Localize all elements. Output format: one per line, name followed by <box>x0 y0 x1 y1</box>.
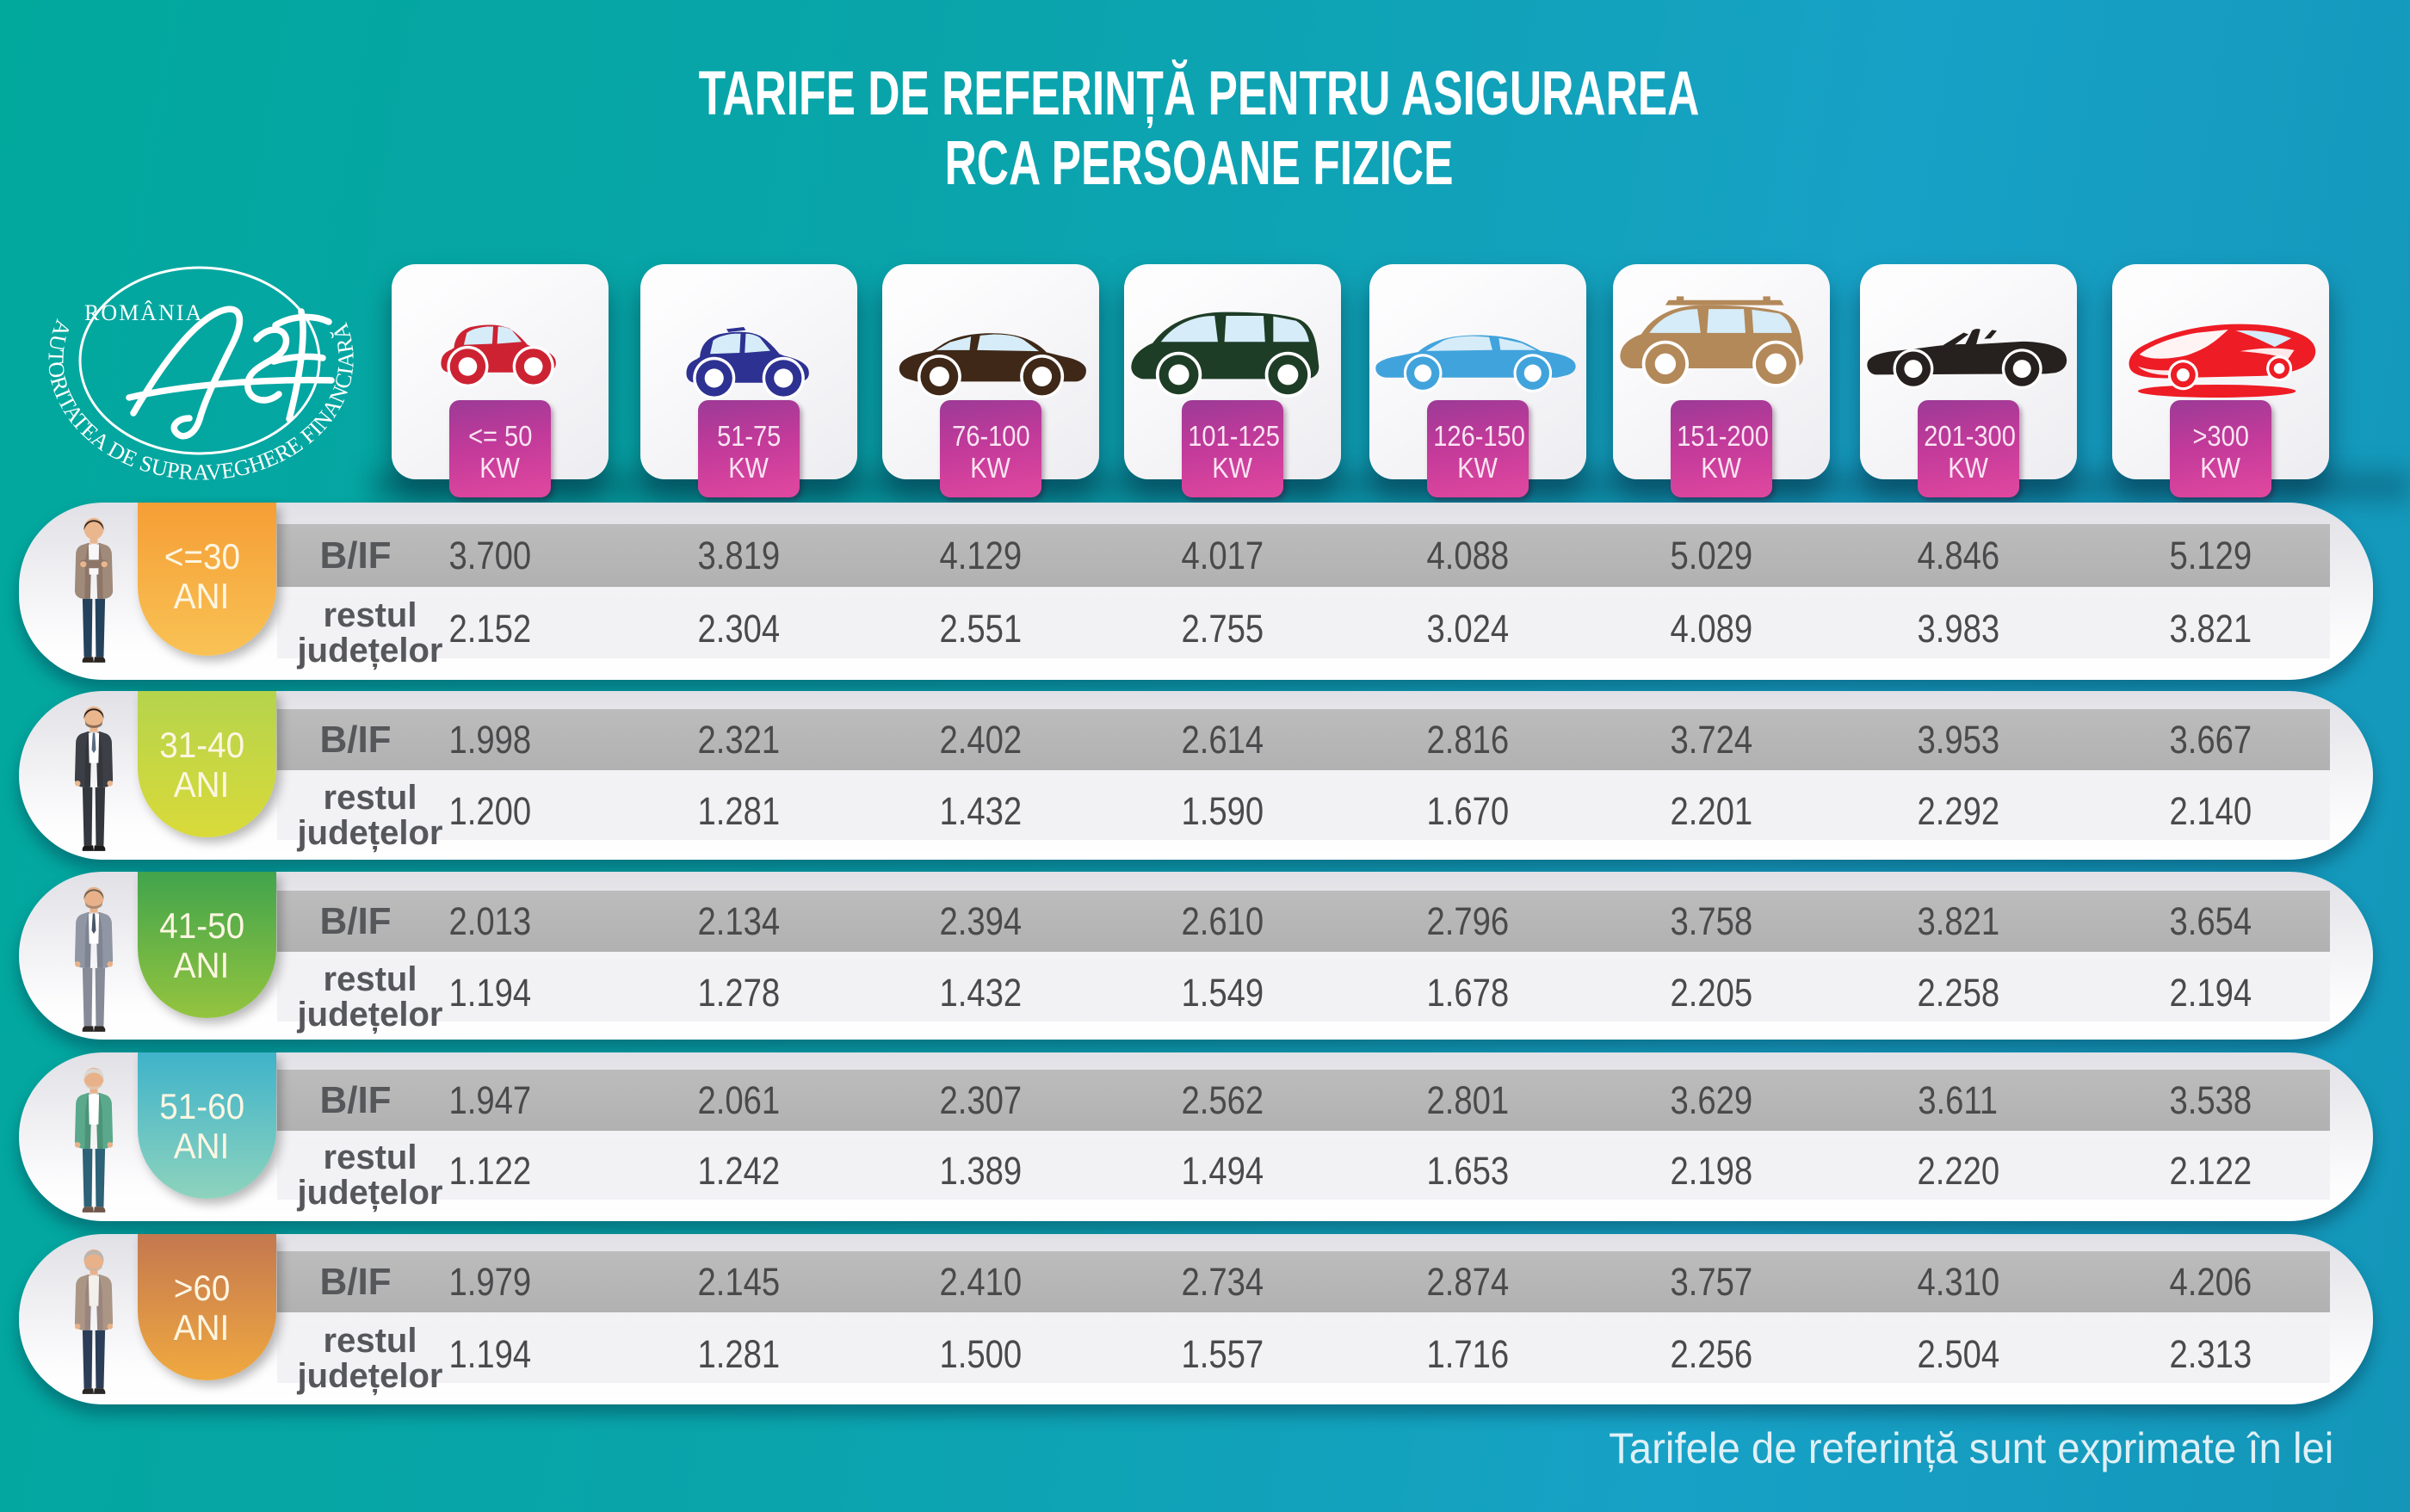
svg-text:ROMÂNIA: ROMÂNIA <box>84 300 203 325</box>
